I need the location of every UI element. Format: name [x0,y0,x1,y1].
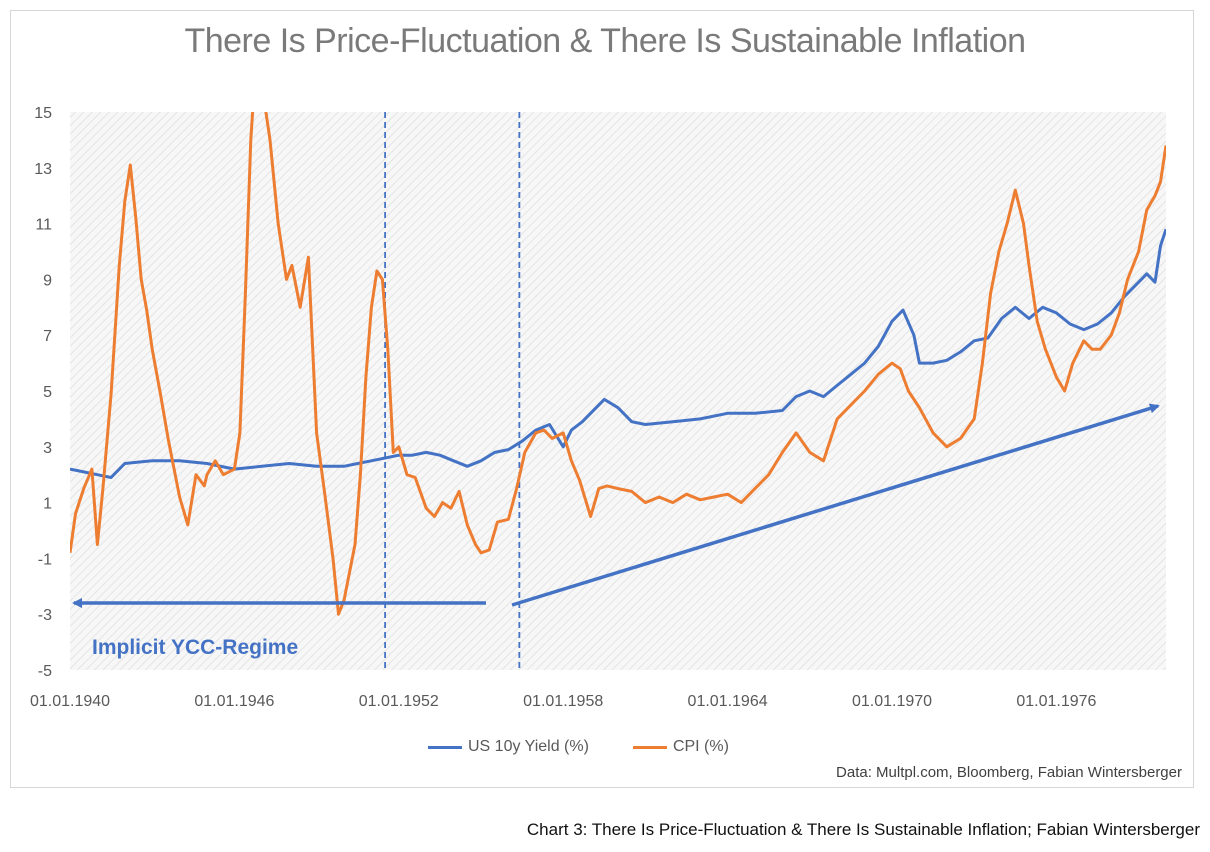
plot-area-background [70,112,1166,670]
inflation-trend-arrow [511,403,1160,607]
y-tick-label: -1 [38,551,52,568]
y-tick-label: 15 [34,105,52,122]
regime-dividers [384,112,521,670]
y-tick-label: 13 [34,161,52,178]
data-series [70,112,1166,616]
x-tick-label: 01.01.1952 [359,693,439,710]
y-tick-label: 1 [43,496,52,513]
x-tick-label: 01.01.1964 [688,693,768,710]
y-tick-label: 7 [43,328,52,345]
y-tick-label: 11 [35,217,52,234]
y-axis-ticks: 15 13 11 9 7 5 3 1 -1 -3 -5 [34,105,52,680]
chart-legend: US 10y Yield (%) CPI (%) [428,738,773,756]
y-tick-label: 9 [43,272,52,289]
figure-caption: Chart 3: There Is Price-Fluctuation & Th… [526,820,1200,839]
cpi-series-line [70,112,1166,616]
ycc-annotation: Implicit YCC-Regime [92,636,299,659]
legend-swatch-yield [428,745,462,749]
y-tick-label: 5 [43,384,52,401]
chart-title: There Is Price-Fluctuation & There Is Su… [184,22,1026,60]
x-axis-ticks: 01.01.1940 01.01.1946 01.01.1952 01.01.1958… [30,693,1097,710]
legend-swatch-cpi [632,745,667,749]
legend-item-yield: US 10y Yield (%) [428,738,589,756]
y-tick-label: -5 [38,663,52,680]
legend-item-cpi: CPI (%) [632,738,729,756]
legend-label-cpi: CPI (%) [672,738,729,755]
x-tick-label: 01.01.1976 [1016,693,1096,710]
yield-series-line [70,228,1166,479]
y-tick-label: 3 [43,440,52,457]
x-tick-label: 01.01.1940 [30,693,110,710]
x-tick-label: 01.01.1946 [194,693,274,710]
data-source-note: Data: Multpl.com, Bloomberg, Fabian Wint… [836,764,1182,781]
legend-label-yield: US 10y Yield (%) [468,738,589,755]
x-tick-label: 01.01.1970 [852,693,932,710]
trend-arrows [72,403,1160,609]
y-tick-label: -3 [38,607,52,624]
x-tick-label: 01.01.1958 [523,693,603,710]
